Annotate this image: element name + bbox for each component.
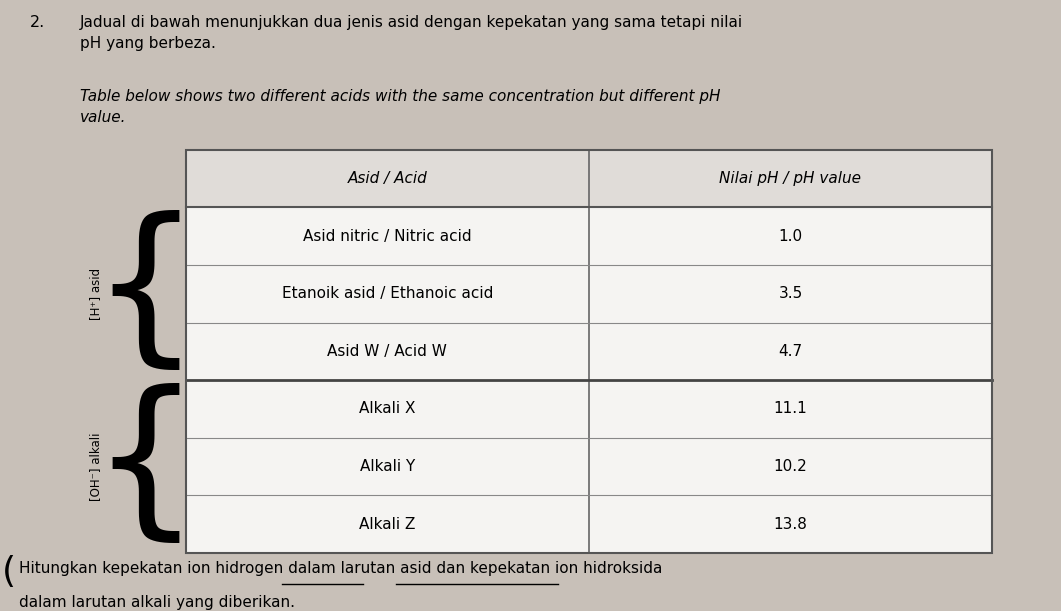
Bar	[186, 150, 992, 553]
Text: Asid nitric / Nitric acid: Asid nitric / Nitric acid	[303, 229, 471, 244]
Text: 4.7: 4.7	[779, 344, 802, 359]
Text: {: {	[90, 210, 201, 378]
Text: [H⁺] asid: [H⁺] asid	[89, 268, 102, 320]
Text: Asid W / Acid W: Asid W / Acid W	[328, 344, 447, 359]
Text: Alkali Y: Alkali Y	[360, 459, 415, 474]
Text: dalam larutan alkali yang diberikan.: dalam larutan alkali yang diberikan.	[19, 595, 295, 610]
Text: 1.0: 1.0	[779, 229, 802, 244]
Text: Alkali Z: Alkali Z	[359, 517, 416, 532]
Text: {: {	[90, 382, 201, 551]
Text: Table below shows two different acids with the same concentration but different : Table below shows two different acids wi…	[80, 89, 720, 125]
Text: 13.8: 13.8	[773, 517, 807, 532]
Text: 3.5: 3.5	[779, 286, 802, 301]
Text: 10.2: 10.2	[773, 459, 807, 474]
Text: Alkali X: Alkali X	[359, 401, 416, 417]
Text: Etanoik asid / Ethanoic acid: Etanoik asid / Ethanoic acid	[281, 286, 493, 301]
Bar	[186, 150, 992, 553]
Text: 2.: 2.	[30, 15, 45, 31]
Bar	[186, 150, 992, 207]
Text: Hitungkan kepekatan ion hidrogen dalam larutan asid dan kepekatan ion hidroksida: Hitungkan kepekatan ion hidrogen dalam l…	[19, 561, 662, 576]
Text: [OH⁻] alkali: [OH⁻] alkali	[89, 433, 102, 501]
Text: (: (	[1, 555, 16, 589]
Text: Nilai pH / pH value: Nilai pH / pH value	[719, 171, 862, 186]
Text: Asid / Acid: Asid / Acid	[347, 171, 428, 186]
Text: 11.1: 11.1	[773, 401, 807, 417]
Text: Jadual di bawah menunjukkan dua jenis asid dengan kepekatan yang sama tetapi nil: Jadual di bawah menunjukkan dua jenis as…	[80, 15, 743, 51]
